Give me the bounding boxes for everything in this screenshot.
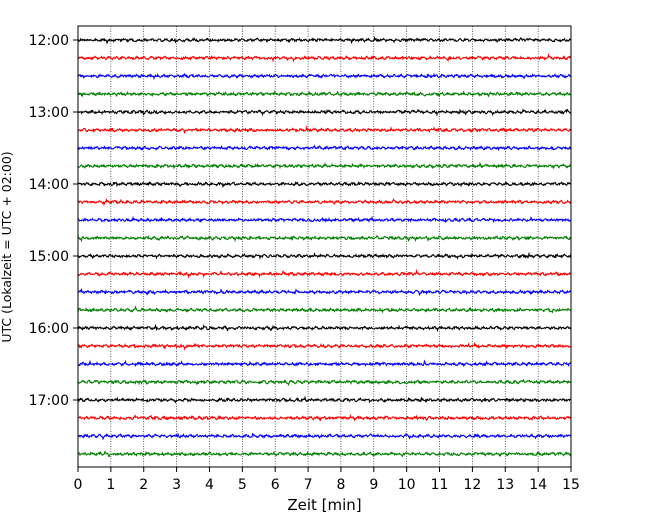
trace-1215 [77, 53, 572, 63]
x-tick-label: 7 [304, 477, 313, 493]
x-tick-label: 13 [496, 477, 514, 493]
trace-1315 [77, 125, 572, 135]
x-tick-label: 2 [139, 477, 148, 493]
trace-1515 [77, 268, 572, 279]
trace-1200 [77, 35, 572, 45]
trace-1400 [77, 180, 572, 189]
x-tick-label: 15 [562, 477, 580, 493]
x-axis-label: Zeit [min] [287, 496, 361, 514]
x-tick-label: 10 [398, 477, 416, 493]
y-tick-label: 13:00 [29, 105, 69, 121]
y-tick-label: 16:00 [29, 321, 69, 337]
trace-1545 [77, 305, 572, 314]
x-tick-label: 0 [74, 477, 83, 493]
trace-1230 [77, 72, 572, 81]
trace-1645 [77, 378, 572, 387]
x-tick-label: 8 [336, 477, 345, 493]
x-tick-label: 5 [238, 477, 247, 493]
x-axis-ticks: 0 1 2 3 4 5 6 7 8 9 10 11 12 13 14 15 [74, 467, 580, 493]
trace-1345 [77, 161, 572, 170]
x-tick-label: 14 [529, 477, 547, 493]
trace-1530 [77, 287, 572, 297]
trace-1730 [77, 432, 572, 441]
seismogram-traces [77, 35, 572, 458]
trace-1700 [77, 395, 571, 404]
trace-1430 [77, 215, 572, 224]
trace-1300 [77, 108, 572, 117]
y-tick-label: 15:00 [29, 249, 69, 265]
plot-frame [77, 25, 572, 468]
trace-1600 [77, 323, 572, 333]
trace-1500 [77, 251, 572, 261]
plot-background [78, 26, 571, 467]
trace-1630 [77, 359, 572, 368]
y-tick-label: 17:00 [29, 393, 69, 409]
y-tick-label: 14:00 [29, 177, 69, 193]
y-tick-label: 12:00 [29, 33, 69, 49]
x-tick-label: 11 [431, 477, 449, 493]
x-tick-label: 6 [271, 477, 280, 493]
grid-lines [110, 26, 539, 467]
y-axis-ticks: 12:00 13:00 14:00 15:00 16:00 17:00 [29, 33, 78, 409]
trace-1415 [77, 197, 572, 207]
trace-1715 [77, 413, 572, 422]
trace-1615 [77, 342, 572, 351]
trace-1745 [77, 450, 572, 458]
x-tick-label: 1 [106, 477, 115, 493]
x-tick-label: 9 [369, 477, 378, 493]
x-tick-label: 12 [463, 477, 481, 493]
x-tick-label: 3 [172, 477, 181, 493]
x-tick-label: 4 [205, 477, 214, 493]
trace-1330 [77, 144, 572, 152]
y-axis-label: UTC (Lokalzeit = UTC + 02:00) [0, 151, 14, 342]
trace-1445 [77, 234, 572, 243]
trace-1245 [77, 90, 572, 98]
